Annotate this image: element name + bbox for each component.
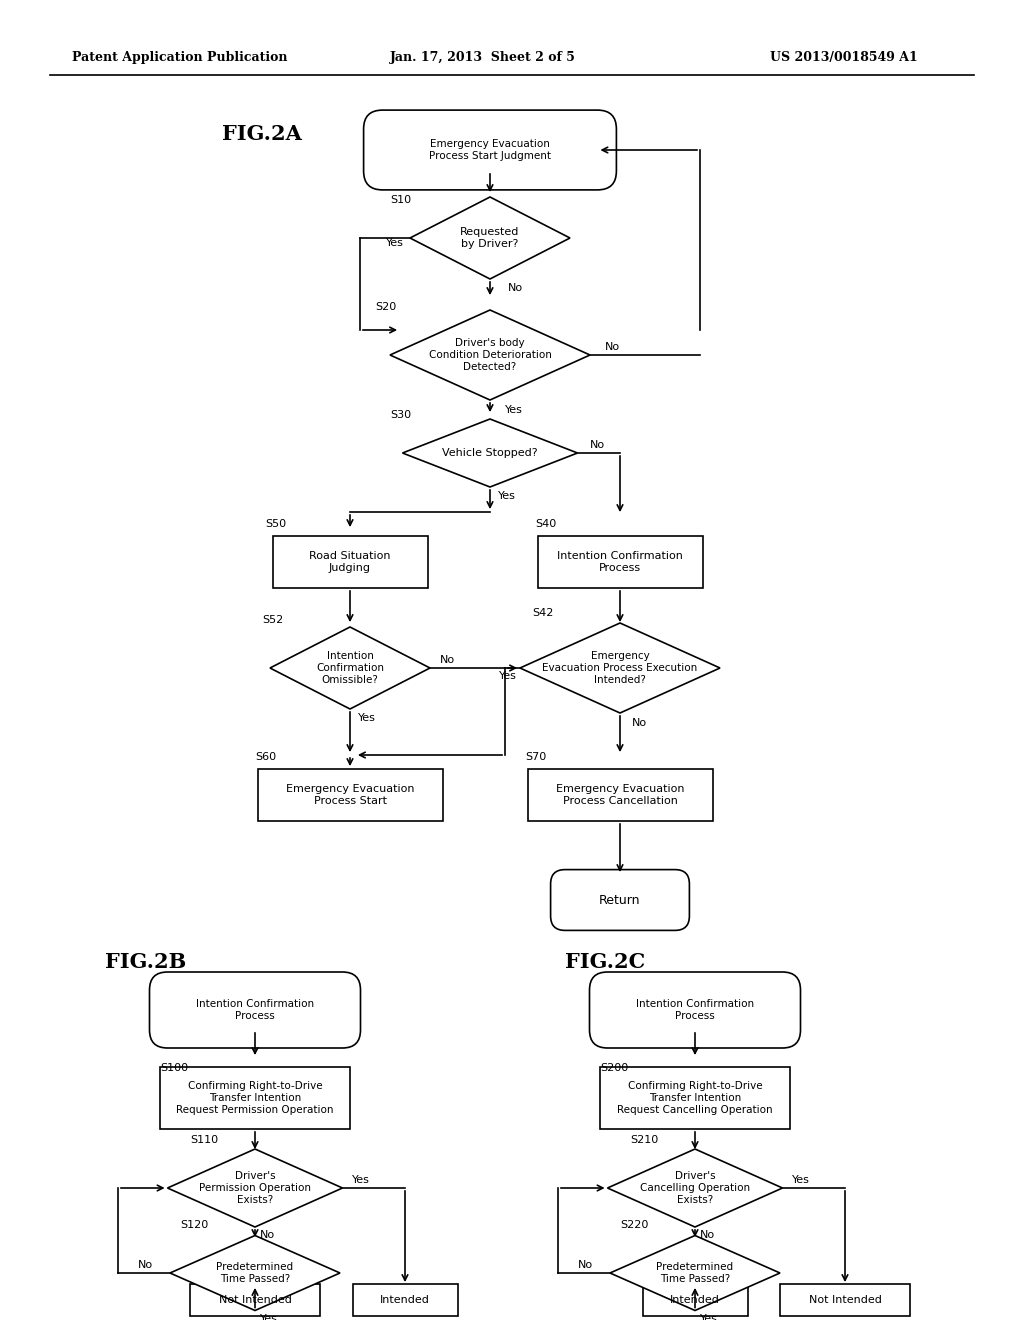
Polygon shape [170,1236,340,1311]
Text: Intention Confirmation
Process: Intention Confirmation Process [196,999,314,1020]
Text: No: No [590,440,605,450]
Text: No: No [605,342,621,352]
Bar [780,1284,910,1316]
Bar [257,770,442,821]
Text: Emergency
Evacuation Process Execution
Intended?: Emergency Evacuation Process Execution I… [543,651,697,685]
Polygon shape [402,418,578,487]
Bar [190,1284,319,1316]
Bar [352,1284,458,1316]
Text: S60: S60 [255,752,276,762]
Polygon shape [168,1148,342,1228]
Text: Emergency Evacuation
Process Start Judgment: Emergency Evacuation Process Start Judgm… [429,139,551,161]
Text: S52: S52 [262,615,284,624]
Text: Emergency Evacuation
Process Start: Emergency Evacuation Process Start [286,784,415,805]
Text: US 2013/0018549 A1: US 2013/0018549 A1 [770,51,918,65]
Text: S220: S220 [620,1220,648,1230]
Bar [600,1067,790,1129]
Text: Intention Confirmation
Process: Intention Confirmation Process [636,999,754,1020]
Text: Driver's
Permission Operation
Exists?: Driver's Permission Operation Exists? [199,1171,311,1205]
Text: S200: S200 [600,1063,629,1073]
Text: Return: Return [599,894,641,907]
Text: No: No [578,1261,593,1270]
Text: Requested
by Driver?: Requested by Driver? [461,227,520,248]
Text: S50: S50 [265,519,286,529]
Text: Intended: Intended [380,1295,430,1305]
Polygon shape [607,1148,782,1228]
FancyBboxPatch shape [364,110,616,190]
Text: S10: S10 [390,195,411,205]
Text: Intended: Intended [670,1295,720,1305]
Text: Confirming Right-to-Drive
Transfer Intention
Request Cancelling Operation: Confirming Right-to-Drive Transfer Inten… [617,1081,773,1114]
Text: Predetermined
Time Passed?: Predetermined Time Passed? [216,1262,294,1284]
Text: FIG.2A: FIG.2A [222,124,302,144]
Text: Yes: Yes [505,405,523,414]
Text: Yes: Yes [499,671,517,681]
Text: S20: S20 [375,302,396,312]
Text: Intention
Confirmation
Omissible?: Intention Confirmation Omissible? [316,651,384,685]
Text: S70: S70 [525,752,546,762]
FancyBboxPatch shape [150,972,360,1048]
Text: S42: S42 [532,609,553,618]
Polygon shape [610,1236,780,1311]
Text: FIG.2C: FIG.2C [565,952,645,972]
Text: Intention Confirmation
Process: Intention Confirmation Process [557,552,683,573]
FancyBboxPatch shape [590,972,801,1048]
Text: Jan. 17, 2013  Sheet 2 of 5: Jan. 17, 2013 Sheet 2 of 5 [390,51,575,65]
Text: Emergency Evacuation
Process Cancellation: Emergency Evacuation Process Cancellatio… [556,784,684,805]
Text: Predetermined
Time Passed?: Predetermined Time Passed? [656,1262,733,1284]
Polygon shape [390,310,590,400]
Text: Patent Application Publication: Patent Application Publication [72,51,288,65]
Bar [642,1284,748,1316]
FancyBboxPatch shape [551,870,689,931]
Text: Not Intended: Not Intended [809,1295,882,1305]
Text: FIG.2B: FIG.2B [105,952,186,972]
Text: No: No [137,1261,153,1270]
Text: Yes: Yes [792,1175,810,1185]
Text: Yes: Yes [386,238,403,248]
Bar [272,536,427,587]
Polygon shape [520,623,720,713]
Text: S30: S30 [390,411,411,420]
Text: Yes: Yes [498,491,516,502]
Polygon shape [410,197,570,279]
Text: No: No [440,655,455,665]
Text: S100: S100 [160,1063,188,1073]
Text: Driver's
Cancelling Operation
Exists?: Driver's Cancelling Operation Exists? [640,1171,750,1205]
Text: Road Situation
Judging: Road Situation Judging [309,552,391,573]
Text: Vehicle Stopped?: Vehicle Stopped? [442,447,538,458]
Text: No: No [260,1230,275,1239]
Text: No: No [700,1230,715,1239]
Text: No: No [508,282,523,293]
Bar [527,770,713,821]
Bar [538,536,702,587]
Text: Yes: Yes [700,1313,718,1320]
Text: Yes: Yes [352,1175,370,1185]
Text: S120: S120 [180,1220,208,1230]
Text: S110: S110 [190,1135,218,1144]
Polygon shape [270,627,430,709]
Text: No: No [632,718,647,729]
Text: Yes: Yes [260,1313,278,1320]
Text: Not Intended: Not Intended [218,1295,292,1305]
Text: S210: S210 [630,1135,658,1144]
Text: S40: S40 [535,519,556,529]
Text: Confirming Right-to-Drive
Transfer Intention
Request Permission Operation: Confirming Right-to-Drive Transfer Inten… [176,1081,334,1114]
Text: Driver's body
Condition Deterioration
Detected?: Driver's body Condition Deterioration De… [429,338,552,372]
Text: Yes: Yes [358,713,376,723]
Bar [160,1067,350,1129]
